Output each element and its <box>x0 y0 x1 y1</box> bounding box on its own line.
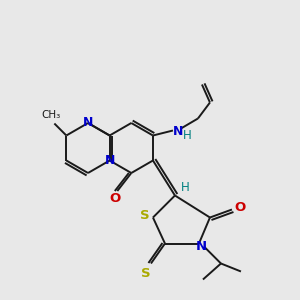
Text: N: N <box>173 125 183 138</box>
Text: H: H <box>183 129 191 142</box>
Text: S: S <box>140 209 150 222</box>
Text: N: N <box>104 154 115 167</box>
Text: O: O <box>234 201 246 214</box>
Text: N: N <box>83 116 93 128</box>
Text: CH₃: CH₃ <box>42 110 61 121</box>
Text: H: H <box>181 181 189 194</box>
Text: O: O <box>110 193 121 206</box>
Text: S: S <box>141 267 151 280</box>
Text: N: N <box>195 240 206 253</box>
